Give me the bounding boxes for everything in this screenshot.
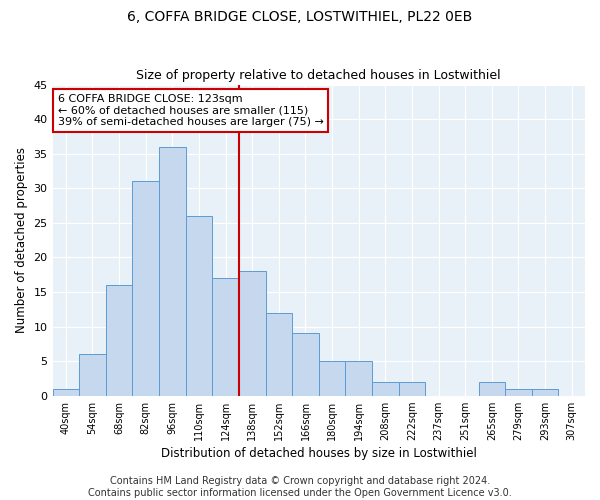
- Bar: [505, 389, 532, 396]
- Y-axis label: Number of detached properties: Number of detached properties: [15, 147, 28, 333]
- Bar: [479, 382, 505, 396]
- X-axis label: Distribution of detached houses by size in Lostwithiel: Distribution of detached houses by size …: [161, 447, 477, 460]
- Bar: [53, 389, 79, 396]
- Bar: [398, 382, 425, 396]
- Text: 6 COFFA BRIDGE CLOSE: 123sqm
← 60% of detached houses are smaller (115)
39% of s: 6 COFFA BRIDGE CLOSE: 123sqm ← 60% of de…: [58, 94, 324, 127]
- Bar: [346, 361, 372, 396]
- Bar: [185, 216, 212, 396]
- Bar: [266, 312, 292, 396]
- Bar: [133, 182, 159, 396]
- Bar: [79, 354, 106, 396]
- Bar: [239, 271, 266, 396]
- Bar: [532, 389, 559, 396]
- Bar: [319, 361, 346, 396]
- Bar: [292, 334, 319, 396]
- Bar: [212, 278, 239, 396]
- Text: 6, COFFA BRIDGE CLOSE, LOSTWITHIEL, PL22 0EB: 6, COFFA BRIDGE CLOSE, LOSTWITHIEL, PL22…: [127, 10, 473, 24]
- Text: Contains HM Land Registry data © Crown copyright and database right 2024.
Contai: Contains HM Land Registry data © Crown c…: [88, 476, 512, 498]
- Bar: [106, 285, 133, 396]
- Bar: [159, 147, 185, 396]
- Bar: [372, 382, 398, 396]
- Title: Size of property relative to detached houses in Lostwithiel: Size of property relative to detached ho…: [136, 69, 501, 82]
